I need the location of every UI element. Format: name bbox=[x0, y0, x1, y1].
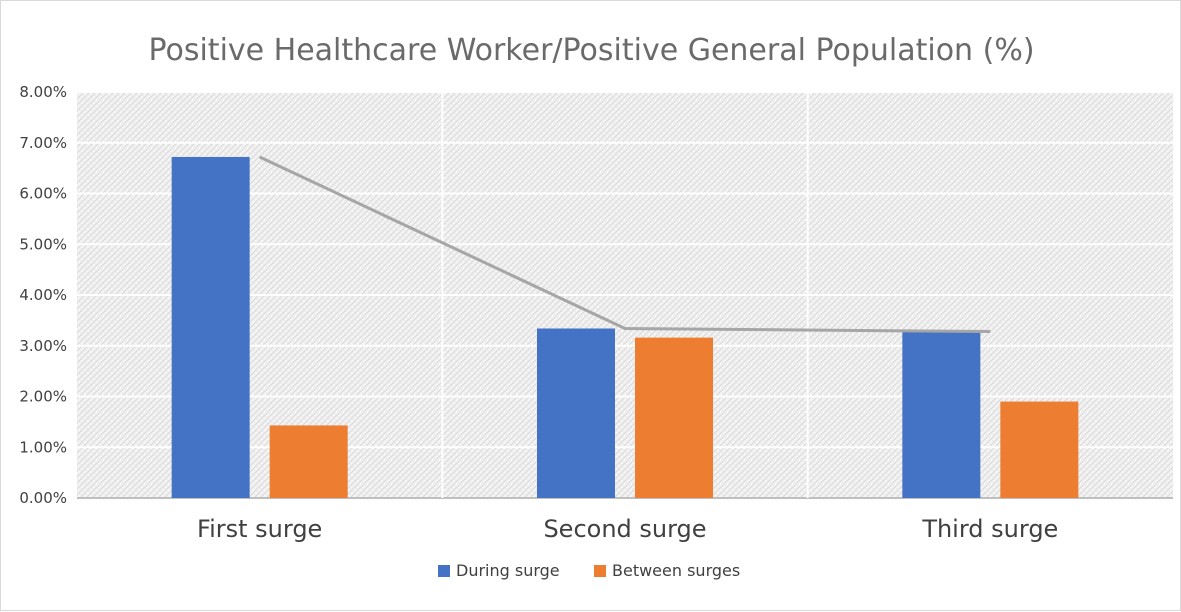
chart-title: Positive Healthcare Worker/Positive Gene… bbox=[148, 33, 1035, 68]
trend-line bbox=[259, 155, 991, 334]
category-label: Third surge bbox=[921, 515, 1058, 543]
y-tick-label: 2.00% bbox=[19, 388, 67, 406]
y-tick-label: 5.00% bbox=[19, 235, 67, 253]
bar-between bbox=[635, 337, 713, 498]
bar-during bbox=[537, 328, 615, 498]
legend-label: Between surges bbox=[612, 561, 740, 580]
y-tick-label: 8.00% bbox=[19, 83, 67, 101]
category-label: Second surge bbox=[543, 515, 706, 543]
bar-during bbox=[171, 156, 250, 498]
y-tick-label: 0.00% bbox=[19, 489, 67, 507]
bar-between bbox=[1000, 401, 1079, 498]
y-tick-label: 6.00% bbox=[19, 185, 67, 203]
y-tick-label: 4.00% bbox=[19, 286, 67, 304]
legend-swatch bbox=[438, 565, 450, 577]
bar-between bbox=[269, 425, 348, 498]
y-tick-label: 7.00% bbox=[19, 134, 67, 152]
bar-during bbox=[902, 331, 981, 498]
y-tick-label: 3.00% bbox=[19, 337, 67, 355]
legend-label: During surge bbox=[456, 561, 560, 580]
legend-swatch bbox=[594, 565, 606, 577]
category-label: First surge bbox=[197, 515, 322, 543]
y-tick-label: 1.00% bbox=[19, 438, 67, 456]
